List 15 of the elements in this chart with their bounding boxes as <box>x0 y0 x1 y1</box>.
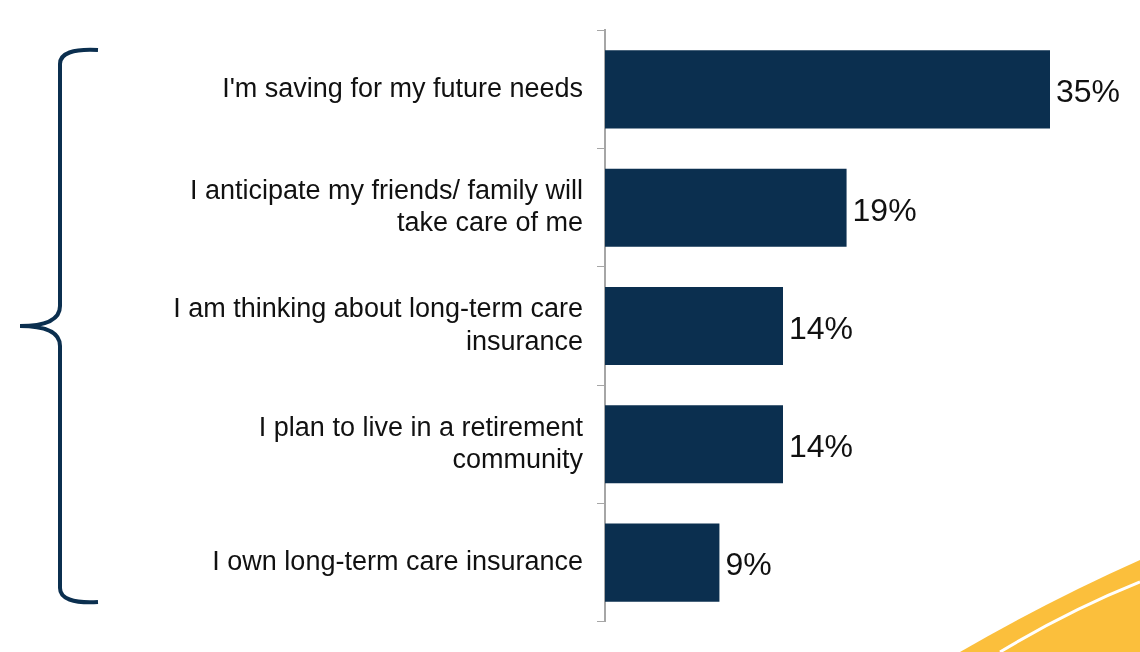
y-tick-label: I'm saving for my future needs <box>222 72 583 103</box>
y-tick-label: I am thinking about long-term care insurance <box>173 293 583 356</box>
y-tick-label: I own long-term care insurance <box>212 546 583 577</box>
bar <box>605 50 1050 129</box>
data-label: 14% <box>789 309 854 346</box>
data-label: 35% <box>1056 73 1121 110</box>
bar <box>605 168 847 247</box>
y-tick-label: I plan to live in a retirement community <box>258 411 584 474</box>
data-label: 14% <box>789 428 854 465</box>
bar <box>605 405 783 484</box>
data-label: 9% <box>725 546 772 583</box>
bar <box>605 286 783 366</box>
y-tick-label: I anticipate my friends/ family will take care of me <box>189 174 583 238</box>
data-label: 19% <box>852 191 917 228</box>
bar <box>605 523 720 602</box>
